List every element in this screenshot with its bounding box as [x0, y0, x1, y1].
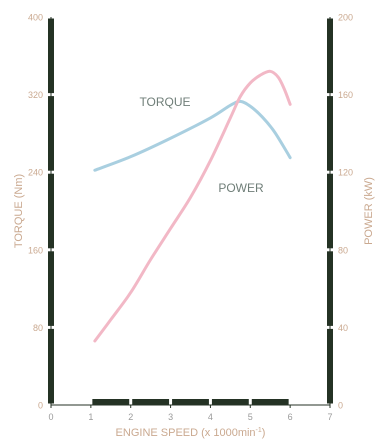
x-axis-title: ENGINE SPEED (x 1000min-1): [116, 427, 266, 439]
x-axis-segment: [172, 399, 209, 405]
x-tick-label: 3: [168, 412, 173, 422]
y-left-tick-label: 80: [33, 323, 43, 333]
power-curve: [93, 69, 292, 343]
y-right-tick-label: 120: [338, 168, 353, 178]
y-right-axis-title: POWER (kW): [363, 177, 375, 245]
x-tick-label: 4: [208, 412, 213, 422]
x-axis-segment: [132, 399, 170, 405]
x-tick-label: 6: [288, 412, 293, 422]
y-left-tick-label: 0: [38, 401, 43, 411]
series-layer: [93, 69, 292, 343]
x-tick-label: 5: [248, 412, 253, 422]
y-right-tick-label: 0: [338, 401, 343, 411]
x-axis-title-main: ENGINE SPEED (x 1000min: [116, 427, 256, 439]
y-right-tick-label: 40: [338, 323, 348, 333]
x-axis-segment: [92, 399, 130, 405]
x-axis-segment: [211, 399, 249, 405]
x-axis-segment: [251, 399, 289, 405]
labels-layer: 0 80 160 240 320 400 0 40 80 120 160 200 0 1 2 3 4 5 6 7 TOR…: [13, 13, 375, 440]
power-series-label: POWER: [218, 181, 264, 195]
x-axis-title-sup: -1: [256, 427, 262, 434]
x-tick-label: 2: [128, 412, 133, 422]
y-left-tick-label: 400: [28, 13, 43, 23]
torque-curve: [93, 99, 292, 172]
x-tick-label: 1: [88, 412, 93, 422]
torque-series-label: TORQUE: [139, 95, 190, 109]
y-left-tick-label: 240: [28, 168, 43, 178]
x-tick-label: 0: [48, 412, 53, 422]
y-right-tick-label: 200: [338, 13, 353, 23]
y-left-tick-label: 320: [28, 90, 43, 100]
y-left-tick-label: 160: [28, 245, 43, 255]
y-right-tick-label: 160: [338, 90, 353, 100]
axes-layer: [48, 17, 333, 408]
y-right-tick-label: 80: [338, 245, 348, 255]
y-left-axis-title: TORQUE (Nm): [13, 174, 25, 248]
x-tick-label: 7: [327, 412, 332, 422]
x-axis-title-end: ): [262, 427, 266, 439]
